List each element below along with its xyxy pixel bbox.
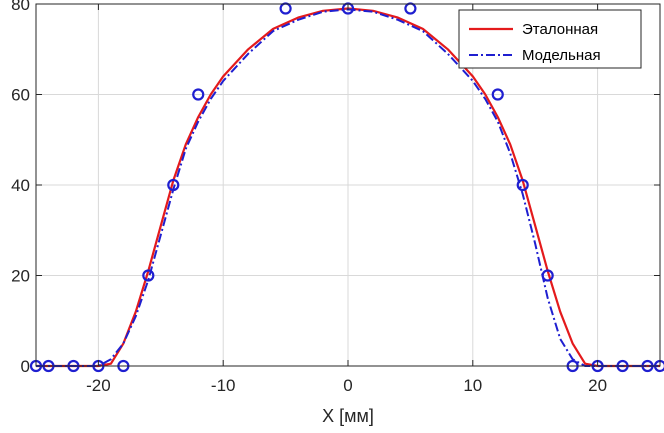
legend-label-reference: Эталонная <box>522 21 598 38</box>
data-point <box>516 178 529 192</box>
data-point <box>167 178 180 192</box>
x-axis-label: X [мм] <box>322 406 374 426</box>
x-tick-label: 20 <box>588 376 607 395</box>
axis-ticks: -20 -10 0 10 20 0 20 40 60 80 <box>11 0 660 395</box>
data-point <box>491 88 504 101</box>
y-tick-label: 0 <box>21 357 30 376</box>
data-point <box>541 269 554 282</box>
y-tick-label: 60 <box>11 86 30 105</box>
data-point <box>192 88 205 101</box>
legend-box <box>458 9 642 69</box>
y-tick-label: 20 <box>11 267 30 286</box>
legend: Эталонная Модельная <box>458 9 642 69</box>
data-point <box>142 269 155 282</box>
y-tick-label: 40 <box>11 176 30 195</box>
legend-label-model: Модельная <box>522 47 601 64</box>
y-tick-label: 80 <box>11 0 30 14</box>
x-tick-label: -10 <box>211 376 236 395</box>
x-tick-label: 10 <box>463 376 482 395</box>
x-tick-label: -20 <box>86 376 111 395</box>
data-point <box>279 2 292 15</box>
x-tick-label: 0 <box>343 376 352 395</box>
data-point <box>404 2 417 15</box>
